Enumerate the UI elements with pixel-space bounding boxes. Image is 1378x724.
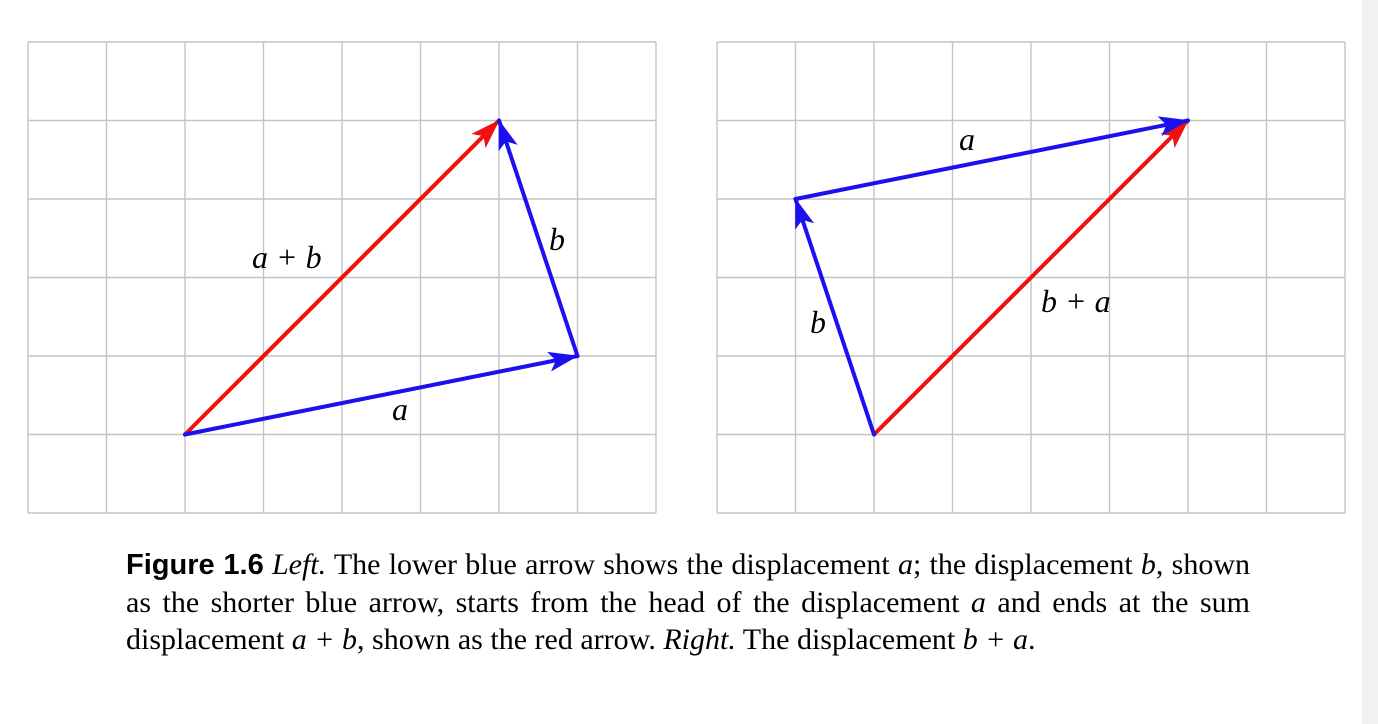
figure-caption: Figure 1.6 Left. The lower blue arrow sh… xyxy=(126,546,1250,658)
caption-text-3: , shown as the shorter blue arrow, start… xyxy=(126,548,1250,619)
caption-var-b: b xyxy=(1140,548,1156,581)
caption-right-word: Right. xyxy=(663,623,736,656)
caption-text-6: The displacement xyxy=(735,623,963,656)
caption-var-a: a xyxy=(897,548,913,581)
page-edge-strip xyxy=(1362,0,1378,724)
left-vectors xyxy=(183,118,580,437)
label-a-plus-b: a + b xyxy=(252,239,322,275)
right-grid xyxy=(716,41,1346,514)
label-b-plus-a: b + a xyxy=(1041,283,1111,319)
vector-arrow-b xyxy=(497,118,580,358)
vector-arrow-a xyxy=(793,116,1190,201)
caption-text-4: and ends at the sum displacement xyxy=(126,586,1250,656)
caption-text-2: ; the displacement xyxy=(912,548,1141,581)
figure-number: Figure 1.6 xyxy=(126,549,264,581)
caption-text-1: The lower blue arrow shows the displacem… xyxy=(326,548,898,581)
caption-left-word: Left. xyxy=(271,548,327,581)
caption-text-5: , shown as the red arrow. xyxy=(357,623,664,656)
vector-arrow-a-plus-b xyxy=(183,118,501,437)
vector-addition-figure: a + b b a a b + a b xyxy=(27,41,1346,514)
right-panel: a b + a b xyxy=(716,41,1346,514)
caption-var-a: a xyxy=(970,586,986,619)
vector-arrow-b xyxy=(793,197,876,437)
caption-text-7: . xyxy=(1027,623,1036,656)
vector-arrow-a xyxy=(183,351,580,437)
label-b-right: b xyxy=(810,304,826,340)
vector-arrow-b-plus-a xyxy=(872,118,1190,437)
label-a-right: a xyxy=(959,121,975,157)
label-b-left: b xyxy=(549,221,565,257)
label-a-left: a xyxy=(392,391,408,427)
caption-sum-a-plus-b: a + b xyxy=(291,623,358,656)
left-panel: a + b b a xyxy=(27,41,657,514)
left-grid xyxy=(27,41,657,514)
caption-sum-b-plus-a: b + a xyxy=(962,623,1028,656)
right-vectors xyxy=(793,116,1190,437)
